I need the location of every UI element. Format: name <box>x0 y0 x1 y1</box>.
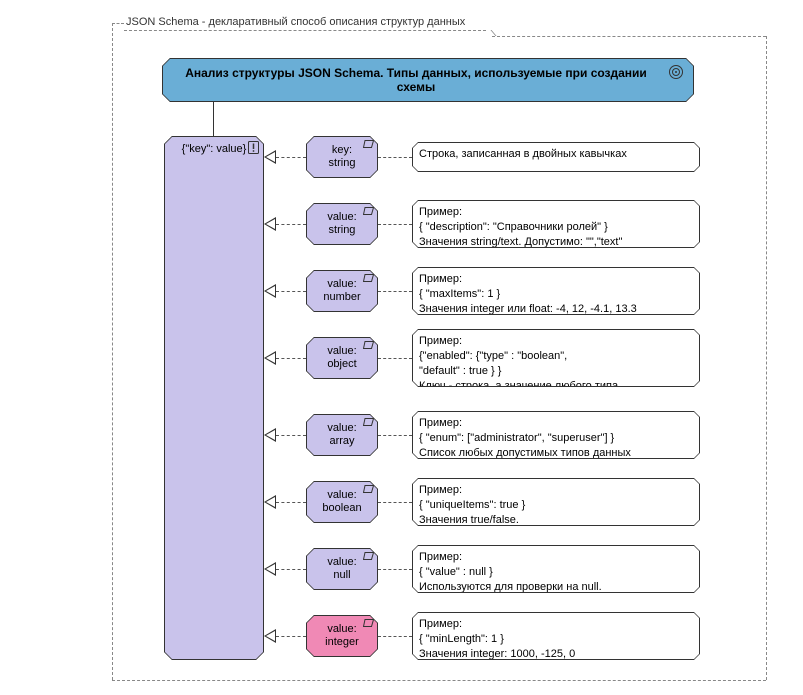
parallelogram-icon <box>363 619 374 627</box>
type-label: value: null <box>327 556 356 582</box>
type-label: value: object <box>327 345 356 371</box>
parallelogram-icon <box>363 418 374 426</box>
desc-text: Пример: { "value" : null } Используются … <box>413 546 699 592</box>
title-root-connector-v <box>213 102 214 136</box>
desc-text: Строка, записанная в двойных кавычках <box>413 143 699 171</box>
connector-type-desc <box>378 569 412 570</box>
desc-box: Строка, записанная в двойных кавычках <box>412 142 700 172</box>
parallelogram-icon <box>363 341 374 349</box>
connector-type-desc <box>378 224 412 225</box>
outer-frame-top-left <box>112 23 124 24</box>
type-node: value: null <box>306 548 378 590</box>
desc-box: Пример: { "minLength": 1 } Значения inte… <box>412 612 700 660</box>
desc-box: Пример: { "maxItems": 1 } Значения integ… <box>412 267 700 315</box>
outer-label: JSON Schema - декларативный способ описа… <box>126 16 465 28</box>
generalization-arrow <box>264 284 276 298</box>
parallelogram-icon <box>363 552 374 560</box>
desc-text: Пример: { "description": "Справочники ро… <box>413 201 699 247</box>
connector-type-desc <box>378 358 412 359</box>
connector-root-type <box>276 358 306 359</box>
connector-type-desc <box>378 291 412 292</box>
type-node: value: string <box>306 203 378 245</box>
outer-frame-top-right <box>492 36 766 37</box>
generalization-arrow <box>264 495 276 509</box>
outer-label-underline <box>124 30 486 31</box>
root-node: {"key": value} <box>164 136 264 660</box>
connector-type-desc <box>378 157 412 158</box>
type-label: value: string <box>327 211 356 237</box>
desc-box: Пример: { "description": "Справочники ро… <box>412 200 700 248</box>
type-label: value: number <box>323 278 360 304</box>
desc-box: Пример: {"enabled": {"type" : "boolean",… <box>412 329 700 387</box>
connector-root-type <box>276 502 306 503</box>
outer-frame-bottom <box>112 680 766 681</box>
desc-text: Пример: { "maxItems": 1 } Значения integ… <box>413 268 699 314</box>
connector-type-desc <box>378 502 412 503</box>
parallelogram-icon <box>363 140 374 148</box>
connector-type-desc <box>378 636 412 637</box>
title-box: Анализ структуры JSON Schema. Типы данны… <box>162 58 694 102</box>
type-node: value: object <box>306 337 378 379</box>
parallelogram-icon <box>363 485 374 493</box>
target-icon <box>668 64 684 80</box>
outer-frame-right <box>766 36 767 680</box>
type-label: value: boolean <box>322 489 361 515</box>
connector-root-type <box>276 636 306 637</box>
desc-text: Пример: { "minLength": 1 } Значения inte… <box>413 613 699 659</box>
type-node: value: number <box>306 270 378 312</box>
desc-box: Пример: { "uniqueItems": true } Значения… <box>412 478 700 526</box>
outer-frame-left <box>112 23 113 680</box>
parallelogram-icon <box>363 207 374 215</box>
title-text: Анализ структуры JSON Schema. Типы данны… <box>173 66 659 95</box>
generalization-arrow <box>264 217 276 231</box>
desc-box: Пример: { "enum": ["administrator", "sup… <box>412 411 700 459</box>
generalization-arrow <box>264 428 276 442</box>
desc-text: Пример: { "enum": ["administrator", "sup… <box>413 412 699 458</box>
connector-root-type <box>276 224 306 225</box>
generalization-arrow <box>264 351 276 365</box>
connector-type-desc <box>378 435 412 436</box>
connector-root-type <box>276 291 306 292</box>
type-label: key: string <box>329 144 356 170</box>
type-node: key: string <box>306 136 378 178</box>
generalization-arrow <box>264 150 276 164</box>
connector-root-type <box>276 435 306 436</box>
desc-box: Пример: { "value" : null } Используются … <box>412 545 700 593</box>
connector-root-type <box>276 569 306 570</box>
type-node: value: array <box>306 414 378 456</box>
desc-text: Пример: { "uniqueItems": true } Значения… <box>413 479 699 525</box>
generalization-arrow <box>264 629 276 643</box>
type-node: value: boolean <box>306 481 378 523</box>
root-node-label: {"key": value} <box>182 143 247 156</box>
connector-root-type <box>276 157 306 158</box>
parallelogram-icon <box>363 274 374 282</box>
type-label: value: integer <box>325 623 359 649</box>
exclaim-icon <box>248 141 259 154</box>
type-label: value: array <box>327 422 356 448</box>
type-node: value: integer <box>306 615 378 657</box>
generalization-arrow <box>264 562 276 576</box>
desc-text: Пример: {"enabled": {"type" : "boolean",… <box>413 330 699 386</box>
